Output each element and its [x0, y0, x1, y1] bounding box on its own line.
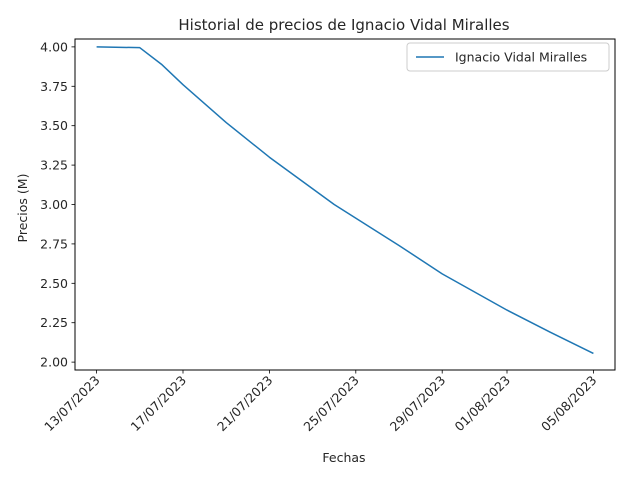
x-axis: 13/07/2023 17/07/2023 21/07/2023 25/07/2023… — [41, 370, 600, 435]
x-tick-label: 05/08/2023 — [538, 373, 600, 435]
legend: Ignacio Vidal Miralles — [406, 42, 610, 72]
y-tick-label: 3.75 — [40, 79, 68, 94]
x-tick-label: 01/08/2023 — [452, 373, 514, 435]
y-tick-label: 2.00 — [40, 355, 68, 370]
y-tick-label: 2.50 — [40, 276, 68, 291]
x-tick-label: 13/07/2023 — [41, 373, 103, 435]
y-tick-label: 3.00 — [40, 197, 68, 212]
y-tick-label: 3.25 — [40, 158, 68, 173]
legend-box — [406, 42, 610, 72]
plot-area — [96, 46, 594, 355]
x-tick-label: 21/07/2023 — [214, 373, 276, 435]
y-tick-label: 2.75 — [40, 236, 68, 251]
y-tick-label: 3.50 — [40, 118, 68, 133]
y-tick-label: 2.25 — [40, 315, 68, 330]
plot-frame — [74, 38, 616, 371]
x-tick-label: 17/07/2023 — [128, 373, 190, 435]
x-tick-label: 29/07/2023 — [387, 373, 449, 435]
x-tick-label: 25/07/2023 — [300, 373, 362, 435]
y-axis: 2.00 2.25 2.50 2.75 3.00 3.25 3.50 3.75 4.00 — [40, 39, 75, 370]
x-axis-label: Fechas — [322, 450, 365, 465]
y-tick-label: 4.00 — [40, 39, 68, 54]
series-line — [96, 46, 594, 355]
chart-title: Historial de precios de Ignacio Vidal Mi… — [178, 16, 509, 34]
legend-entry-label: Ignacio Vidal Miralles — [455, 50, 587, 65]
y-axis-label: Precios (M) — [15, 174, 30, 243]
